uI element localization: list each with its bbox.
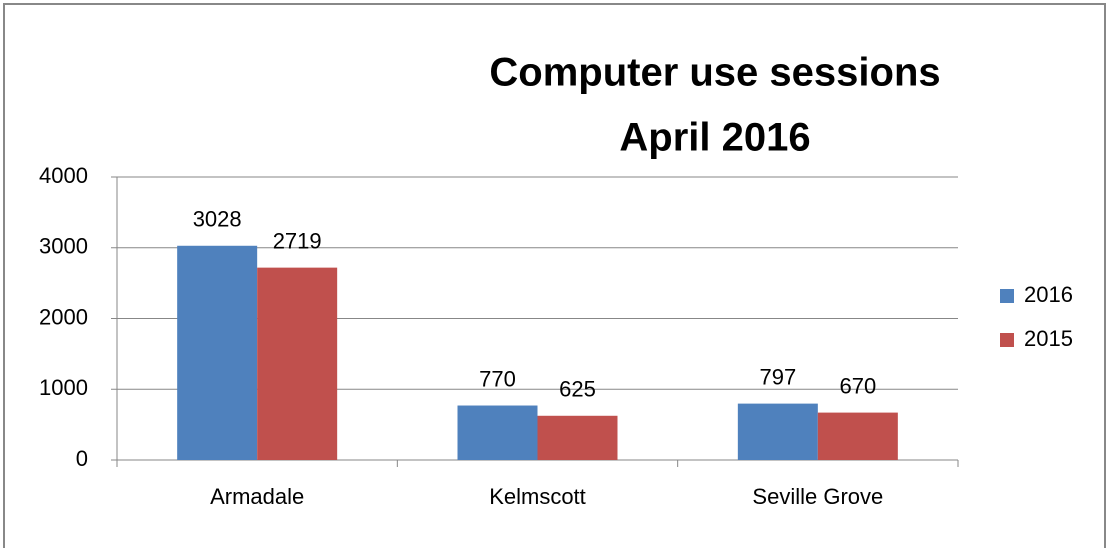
bar	[457, 405, 538, 460]
x-tick-label: Seville Grove	[752, 484, 883, 509]
legend-label: 2015	[1024, 326, 1073, 351]
chart-title: Computer use sessions	[489, 51, 940, 95]
y-tick-label: 1000	[39, 375, 88, 400]
y-tick-label: 4000	[39, 163, 88, 188]
data-label: 2719	[273, 228, 322, 253]
legend-label: 2016	[1024, 282, 1073, 307]
bar	[177, 245, 258, 460]
bar	[817, 412, 898, 460]
data-label: 3028	[193, 207, 242, 232]
chart-frame	[3, 3, 1106, 548]
bar	[257, 267, 338, 460]
x-tick-label: Kelmscott	[489, 484, 586, 509]
chart-title: April 2016	[619, 116, 810, 160]
bar	[537, 415, 618, 460]
data-label: 770	[479, 366, 516, 391]
data-label: 797	[759, 364, 796, 389]
legend-swatch	[1000, 333, 1014, 347]
data-label: 670	[839, 373, 876, 398]
x-tick-label: Armadale	[210, 484, 304, 509]
bar	[737, 403, 818, 460]
y-tick-label: 2000	[39, 304, 88, 329]
legend-swatch	[1000, 289, 1014, 303]
data-label: 625	[559, 377, 596, 402]
y-tick-label: 0	[76, 446, 88, 471]
y-tick-label: 3000	[39, 234, 88, 259]
